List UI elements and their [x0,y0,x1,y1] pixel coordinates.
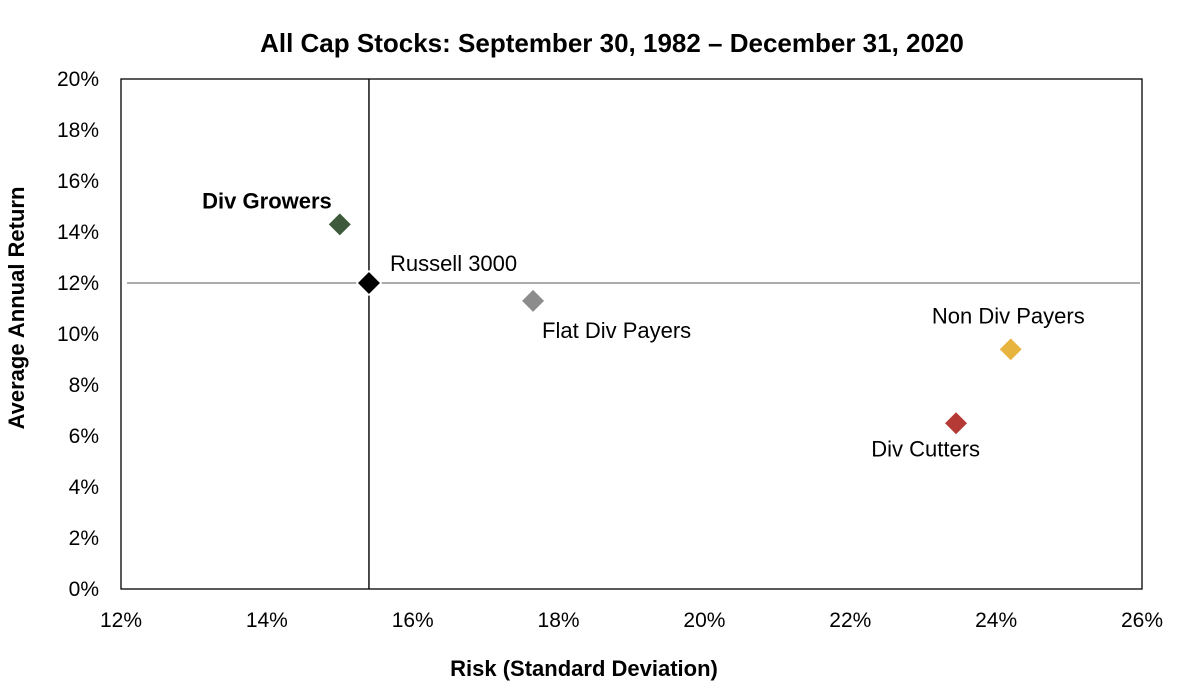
y-tick-label: 6% [69,425,99,448]
y-tick-label: 4% [69,476,99,499]
axes [120,78,1143,590]
x-tick-label: 20% [683,609,725,632]
point-russell-3000-label: Russell 3000 [390,251,517,276]
point-non-div-payers-marker [997,336,1024,363]
plot-area-border [120,78,1143,590]
x-tick-label: 12% [100,609,142,632]
point-flat-div-payers-label: Flat Div Payers [542,318,691,343]
point-labels: Div Growers Russell 3000 Flat Div Payers No… [202,188,1085,461]
x-tick-label: 14% [246,609,288,632]
tick-labels: 12% 14% 16% 18% 20% 22% 24% 26% 0% 2% 4% 6% 8% 10% 12%… [57,68,1163,632]
y-tick-label: 10% [57,323,99,346]
point-div-cutters-label: Div Cutters [871,436,980,461]
point-div-growers-marker [326,211,353,238]
point-div-growers-label: Div Growers [202,188,332,213]
x-tick-label: 26% [1121,609,1163,632]
y-tick-label: 8% [69,374,99,397]
x-tick-label: 24% [975,609,1017,632]
y-axis-title: Average Annual Return [4,187,29,430]
x-tick-label: 22% [829,609,871,632]
y-tick-label: 18% [57,119,99,142]
point-flat-div-payers-marker [519,287,547,314]
x-axis-title: Risk (Standard Deviation) [450,656,718,681]
x-tick-label: 18% [538,609,580,632]
chart-title: All Cap Stocks: September 30, 1982 – Dec… [260,28,964,58]
data-points [326,211,1024,437]
point-div-cutters-marker [942,410,970,437]
point-non-div-payers-label: Non Div Payers [932,303,1085,328]
y-tick-label: 12% [57,272,99,295]
y-tick-label: 2% [69,527,99,550]
y-tick-label: 16% [57,170,99,193]
y-tick-label: 20% [57,68,99,91]
y-tick-label: 0% [69,578,99,601]
x-tick-label: 16% [392,609,434,632]
y-tick-label: 14% [57,221,99,244]
point-russell-3000-marker [355,269,383,297]
reference-lines [127,79,1140,589]
